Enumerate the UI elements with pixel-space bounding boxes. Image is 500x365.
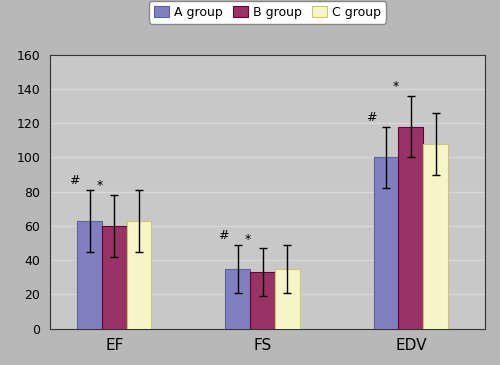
Bar [275, 269, 299, 328]
Bar [77, 221, 102, 328]
Text: #: # [70, 174, 80, 187]
Text: #: # [218, 229, 228, 242]
Text: *: * [96, 180, 102, 192]
Bar [250, 272, 275, 328]
Text: *: * [393, 80, 399, 93]
Bar [226, 269, 250, 328]
Bar [102, 226, 126, 328]
Bar [374, 157, 398, 328]
Bar [126, 221, 152, 328]
Text: #: # [366, 111, 376, 124]
Text: *: * [244, 233, 251, 246]
Bar [398, 127, 423, 328]
Bar [423, 144, 448, 328]
Legend: A group, B group, C group: A group, B group, C group [149, 1, 386, 24]
